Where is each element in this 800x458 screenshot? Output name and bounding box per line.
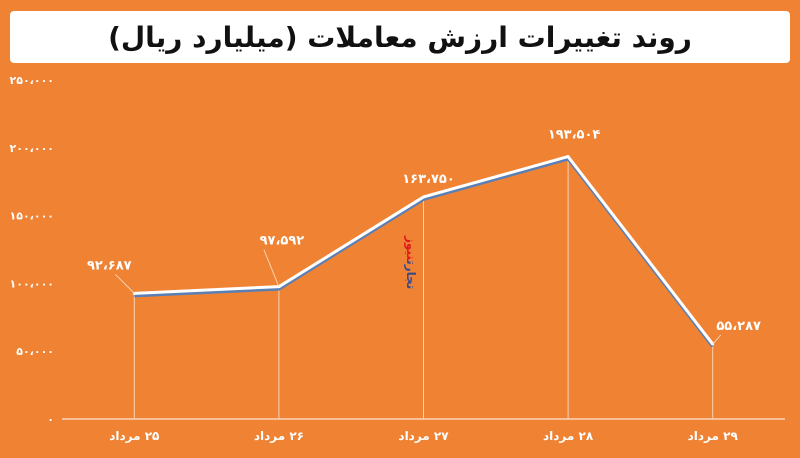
series-line-shadow bbox=[134, 157, 714, 348]
data-label: ۱۶۳،۷۵۰ bbox=[402, 172, 455, 187]
data-label: ۹۲،۶۸۷ bbox=[87, 258, 132, 273]
y-tick-label: ۲۰۰،۰۰۰ bbox=[10, 142, 54, 155]
data-label: ۹۷،۵۹۲ bbox=[260, 234, 305, 249]
data-point bbox=[566, 155, 570, 159]
data-label: ۵۵،۲۸۷ bbox=[716, 319, 761, 334]
x-tick-label: ۲۶ مرداد bbox=[254, 429, 304, 443]
x-tick-label: ۲۹ مرداد bbox=[688, 429, 739, 443]
watermark-part2: نیوز bbox=[404, 236, 418, 261]
x-tick-label: ۲۸ مرداد bbox=[543, 429, 594, 443]
data-label: ۱۹۳،۵۰۴ bbox=[548, 128, 601, 143]
y-tick-label: ۲۵۰،۰۰۰ bbox=[10, 74, 54, 87]
watermark-logo: تجارتنیوز bbox=[404, 236, 418, 289]
label-leader-line bbox=[263, 249, 280, 287]
title-box: روند تغییرات ارزش معاملات (میلیارد ریال) bbox=[10, 11, 790, 63]
data-point bbox=[422, 195, 425, 199]
y-tick-label: ۱۰۰،۰۰۰ bbox=[10, 277, 54, 290]
y-tick-label: ۵۰،۰۰۰ bbox=[16, 345, 54, 358]
label-leader-line bbox=[114, 273, 135, 294]
label-leader-line bbox=[712, 334, 722, 345]
chart-title: روند تغییرات ارزش معاملات (میلیارد ریال) bbox=[108, 20, 692, 54]
watermark-part1: تجارت bbox=[404, 260, 418, 290]
y-tick-label: ۰ bbox=[47, 413, 54, 426]
x-tick-label: ۲۷ مرداد bbox=[398, 429, 449, 443]
y-tick-label: ۱۵۰،۰۰۰ bbox=[10, 210, 54, 223]
x-tick-label: ۲۵ مرداد bbox=[109, 429, 159, 443]
